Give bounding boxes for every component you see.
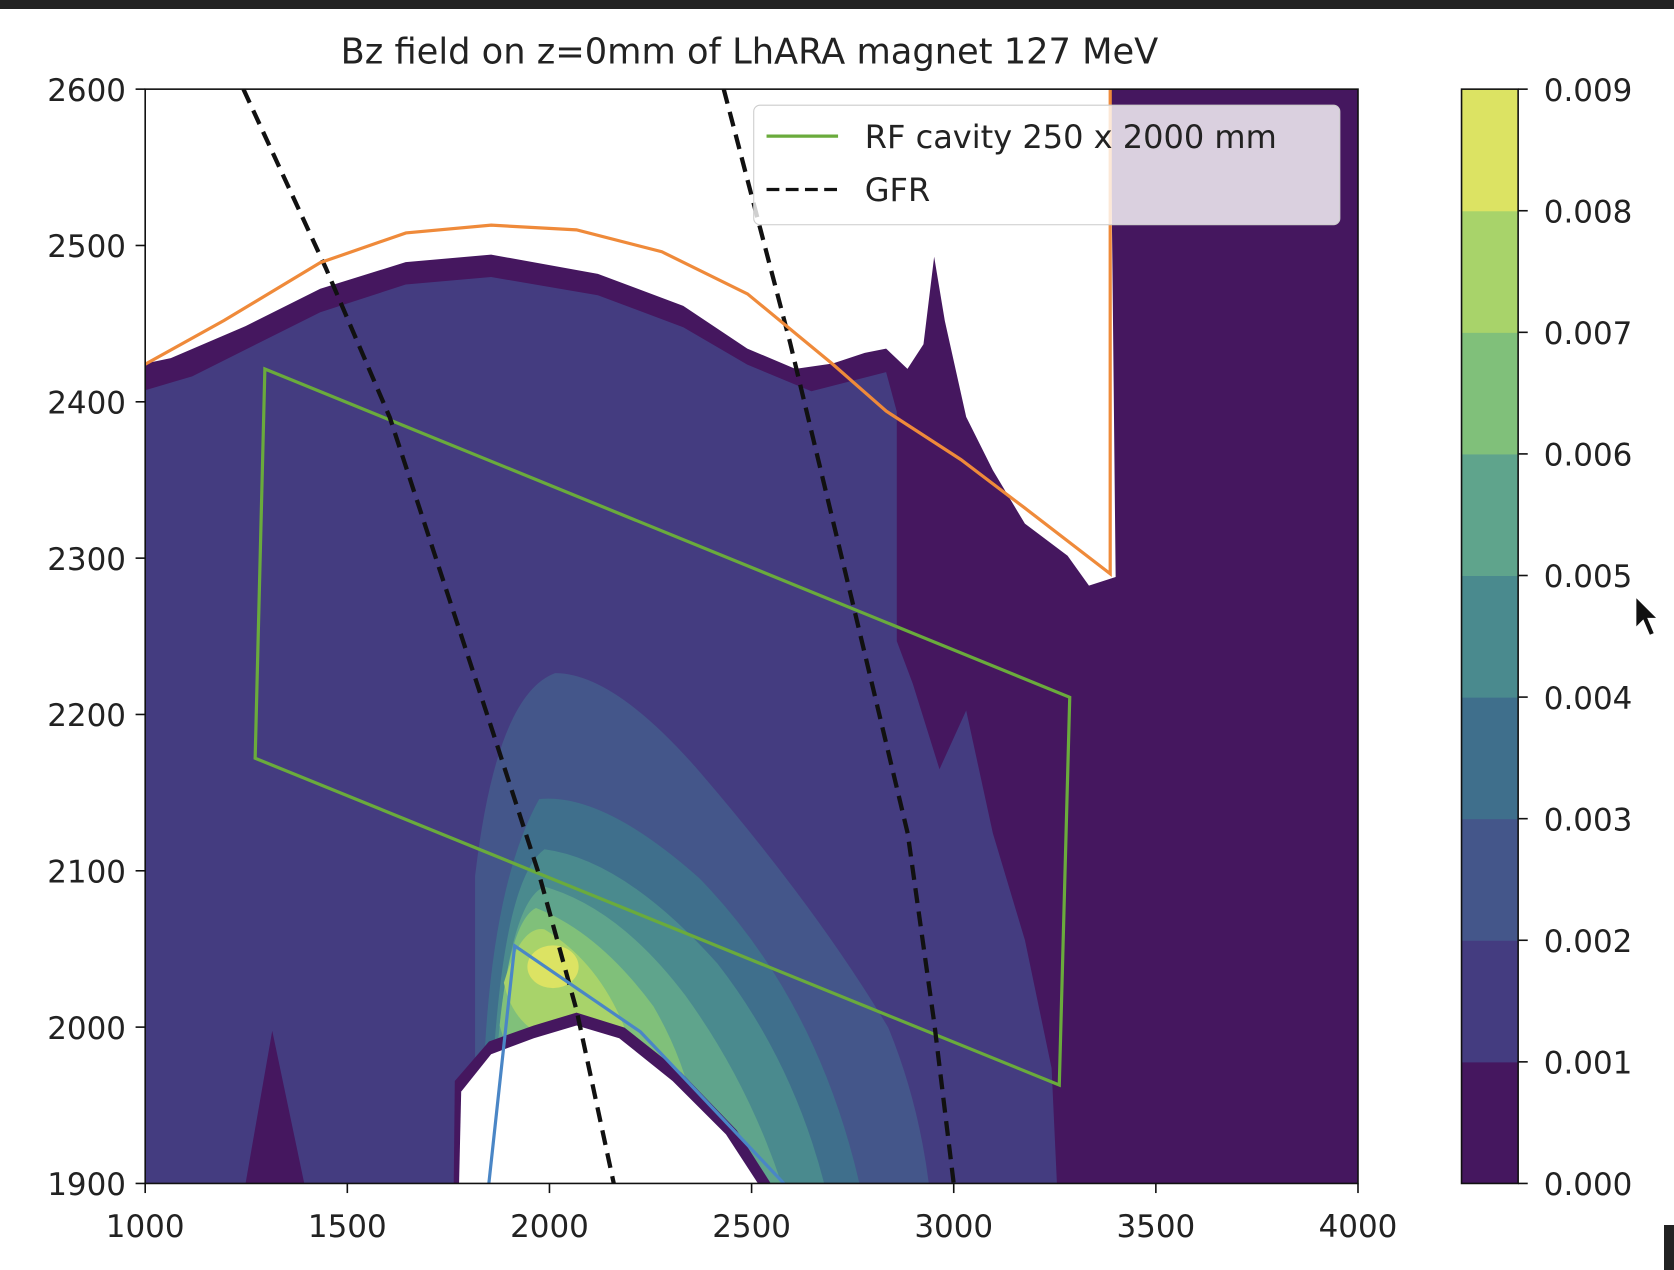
series-line-3: [145, 89, 1112, 577]
overlay-lines: [145, 89, 1112, 1184]
colorbar-band: [1461, 697, 1519, 820]
colorbar-frame: [1460, 88, 1519, 1185]
y-tick-label: 2600: [47, 73, 126, 109]
mouse-cursor-icon: [1634, 594, 1660, 637]
chart-svg: Bz field on z=0mm of LhARA magnet 127 Me…: [47, 32, 1660, 1245]
x-axis: 1000 1500 2000 2500 3000 3500 4000: [106, 1183, 1398, 1245]
y-tick-label: 2200: [47, 698, 126, 734]
series-line-2: [721, 89, 956, 1184]
colorbar-tick-label: 0.002: [1544, 924, 1633, 960]
legend-gfr-label: GFR: [865, 171, 930, 209]
contour-level-8: [527, 945, 579, 989]
colorbar-band: [1461, 1061, 1519, 1184]
series-line-4: [487, 942, 786, 1184]
colorbar-band: [1461, 332, 1519, 455]
x-tick-label: 1000: [106, 1209, 185, 1245]
x-tick-label: 1500: [308, 1209, 387, 1245]
colorbar-tick-label: 0.005: [1544, 559, 1633, 595]
x-tick-label: 4000: [1319, 1209, 1398, 1245]
nan-region-bottom: [459, 1025, 758, 1184]
x-tick-label: 3000: [914, 1209, 993, 1245]
y-tick-label: 2100: [47, 855, 126, 891]
colorbar-band: [1461, 453, 1519, 577]
colorbar-tick-label: 0.007: [1544, 316, 1633, 352]
legend-box: [753, 104, 1341, 226]
colorbar-tick-label: 0.009: [1544, 73, 1633, 109]
y-axis: 1900 2000 2100 2200 2300 2400 2500 2600: [47, 73, 146, 1203]
colorbar-band: [1461, 940, 1519, 1063]
colorbar-tick-label: 0.004: [1544, 681, 1633, 717]
legend-rf-cavity-label: RF cavity 250 x 2000 mm: [865, 118, 1277, 156]
legend: RF cavity 250 x 2000 mm GFR: [753, 104, 1341, 226]
chart-title: Bz field on z=0mm of LhARA magnet 127 Me…: [341, 32, 1159, 73]
colorbar-tick-label: 0.008: [1544, 194, 1633, 230]
x-tick-label: 3500: [1116, 1209, 1195, 1245]
colorbar-band: [1461, 89, 1519, 212]
x-tick-label: 2500: [712, 1209, 791, 1245]
colorbar: 0.000 0.001 0.002 0.003 0.004 0.005 0.006 0.007…: [1460, 73, 1633, 1203]
y-tick-label: 1900: [47, 1167, 126, 1203]
colorbar-band: [1461, 210, 1519, 333]
colorbar-band: [1461, 575, 1519, 698]
y-tick-label: 2400: [47, 386, 126, 422]
window-right-border: [1664, 1225, 1674, 1270]
y-tick-label: 2500: [47, 229, 126, 265]
colorbar-tick-label: 0.001: [1544, 1046, 1633, 1082]
colorbar-tick-label: 0.000: [1544, 1167, 1633, 1203]
x-tick-label: 2000: [510, 1209, 589, 1245]
colorbar-tick-label: 0.003: [1544, 802, 1633, 838]
window-top-border: [0, 0, 1674, 9]
y-tick-label: 2300: [47, 542, 126, 578]
colorbar-tick-label: 0.006: [1544, 438, 1633, 474]
y-tick-label: 2000: [47, 1011, 126, 1047]
colorbar-band: [1461, 818, 1519, 941]
series-line-1: [241, 89, 616, 1184]
series-line-0: [253, 366, 1072, 1088]
contour-fill: [145, 89, 1358, 1184]
